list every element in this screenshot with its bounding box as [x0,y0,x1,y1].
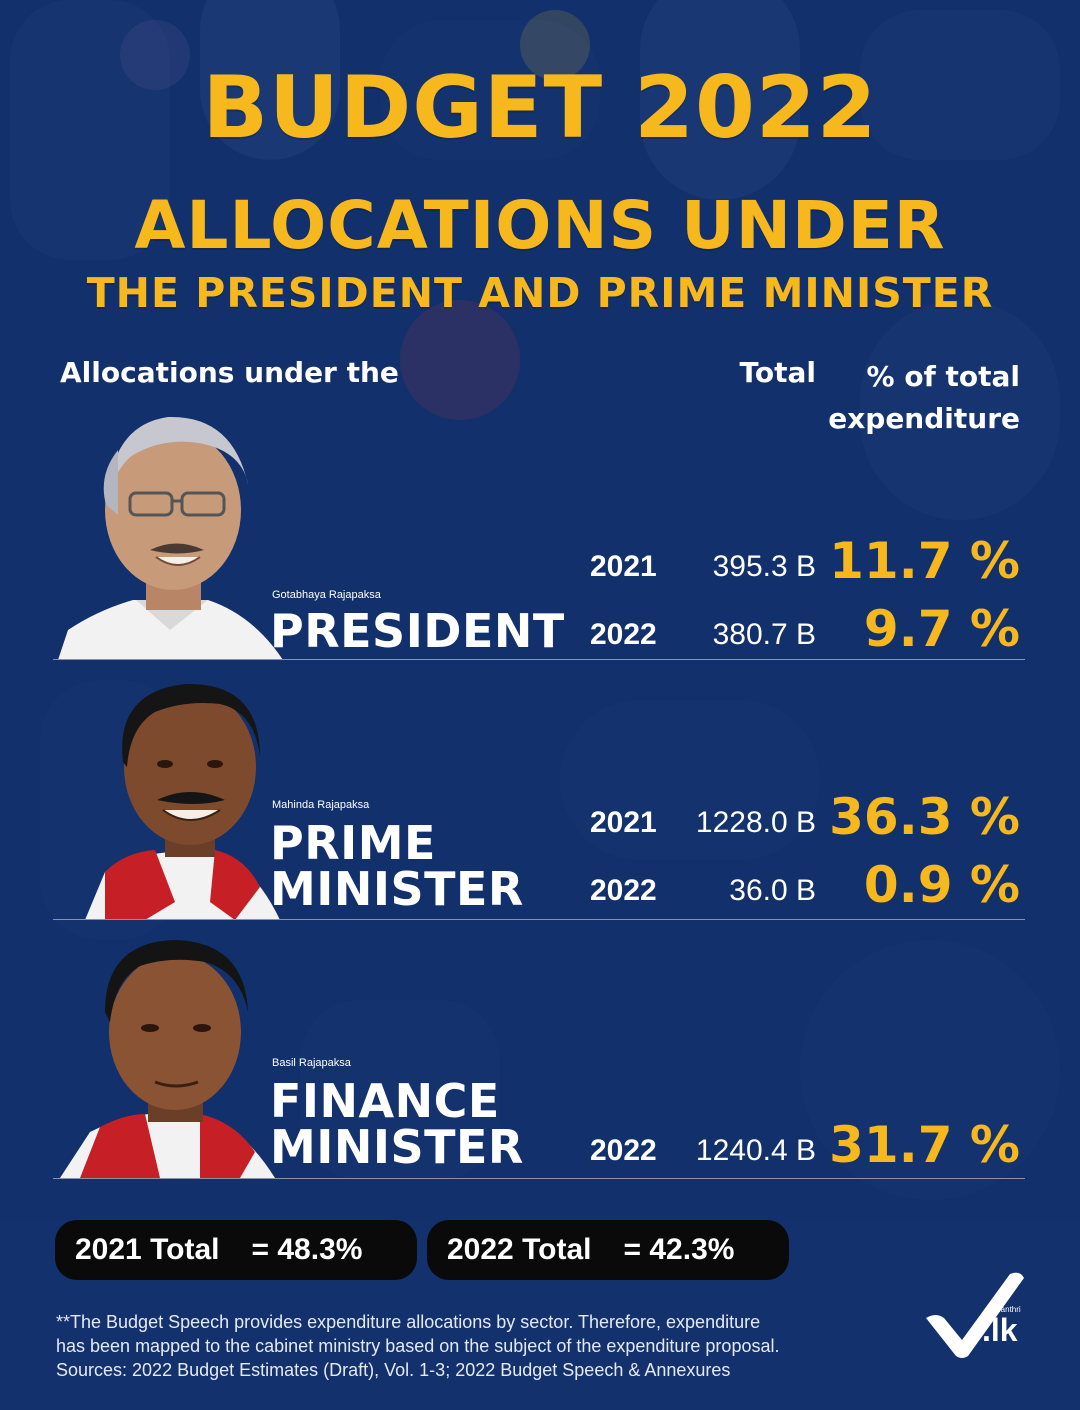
divider-3 [53,1178,1025,1179]
role-finance-minister-line2: MINISTER [270,1120,524,1174]
role-prime-minister-line1: PRIME [270,816,436,870]
president-year-2022: 2022 [590,618,657,651]
president-total-2022: 380.7 B [712,618,816,651]
president-year-2021: 2021 [590,550,657,583]
header-total: Total [739,356,817,389]
footnote-line3: Sources: 2022 Budget Estimates (Draft), … [56,1360,731,1380]
portrait-finance-minister [60,932,280,1178]
person-name-finance-minister: Basil Rajapaksa [272,1057,351,1069]
pm-total-2022: 36.0 B [729,874,816,907]
fm-year-2022: 2022 [590,1134,657,1167]
header-percent-line2: expenditure [828,402,1020,435]
president-pct-2022: 9.7 % [863,600,1020,658]
fm-total-2022: 1240.4 B [695,1134,816,1167]
total-2022-label: 2022 Total [447,1233,592,1266]
person-name-prime-minister: Mahinda Rajapaksa [272,799,370,811]
pm-total-2021: 1228.0 B [695,806,816,839]
logo-small-text: Manthri [994,1305,1021,1314]
role-finance-minister-line1: FINANCE [270,1074,500,1128]
footnote-line1: **The Budget Speech provides expenditure… [56,1312,761,1332]
fm-pct-2022: 31.7 % [829,1116,1020,1174]
header-percent: % of total expenditure [800,356,1020,440]
role-president: PRESIDENT [270,604,565,658]
header-allocations: Allocations under the [60,356,399,389]
role-prime-minister-line2: MINISTER [270,862,524,916]
title-line-3: THE PRESIDENT AND PRIME MINISTER [86,269,994,317]
footnote: **The Budget Speech provides expenditure… [56,1310,906,1382]
logo-domain-text: .lk [982,1312,1018,1348]
title-line-2: ALLOCATIONS UNDER [134,187,946,264]
total-2021-label: 2021 Total [75,1233,220,1266]
checkmark-icon [926,1272,1024,1358]
divider-1 [53,659,1025,660]
president-pct-2021: 11.7 % [829,532,1020,590]
total-2021-pill: 2021 Total = 48.3% [55,1220,417,1280]
portrait-prime-minister [85,672,285,920]
header-percent-line1: % of total [866,360,1020,393]
title-line-1: BUDGET 2022 [202,58,878,158]
person-name-president: Gotabhaya Rajapaksa [272,589,381,601]
divider-2 [53,919,1025,920]
portrait-president [58,405,288,660]
total-2021-value: = 48.3% [251,1233,363,1266]
president-total-2021: 395.3 B [712,550,816,583]
pm-year-2022: 2022 [590,874,657,907]
pm-year-2021: 2021 [590,806,657,839]
total-2022-value: = 42.3% [623,1233,735,1266]
footnote-line2: has been mapped to the cabinet ministry … [56,1336,780,1356]
manthri-logo: Manthri .lk [922,1268,1032,1360]
pm-pct-2021: 36.3 % [829,788,1020,846]
total-2022-pill: 2022 Total = 42.3% [427,1220,789,1280]
pm-pct-2022: 0.9 % [863,856,1020,914]
